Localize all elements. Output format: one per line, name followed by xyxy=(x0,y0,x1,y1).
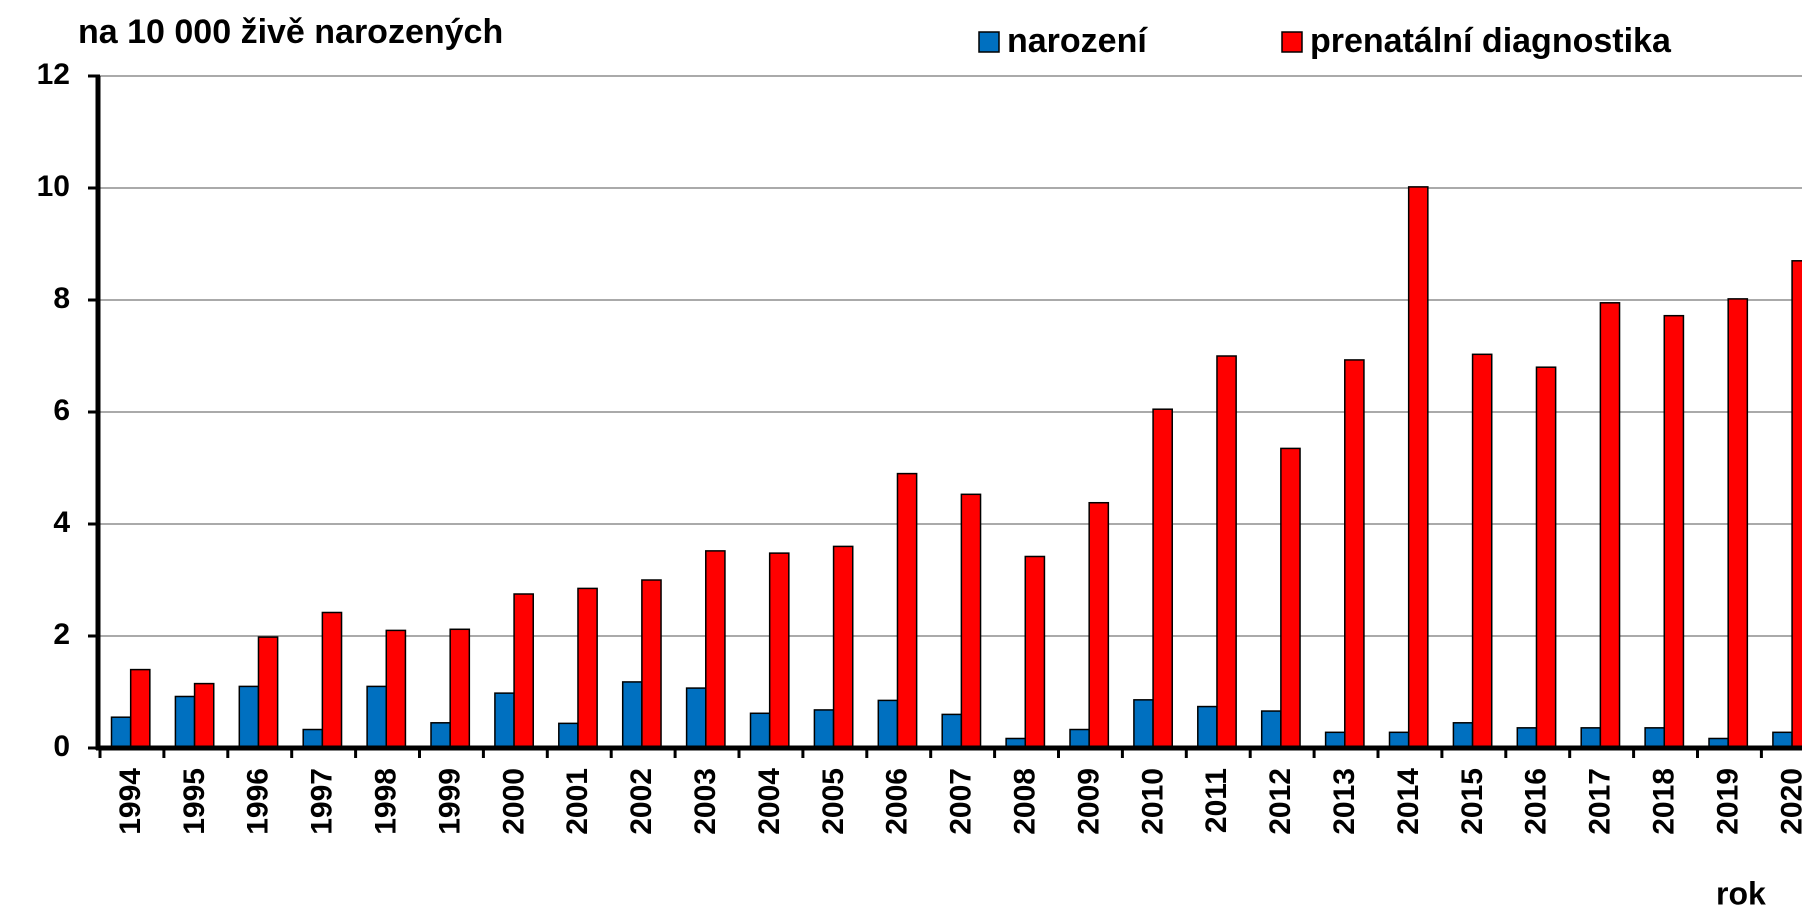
bar xyxy=(193,682,215,749)
x-tick-label: 2005 xyxy=(817,768,850,835)
x-tick-label: 1999 xyxy=(433,768,466,835)
y-tick-label: 12 xyxy=(37,58,70,91)
x-tick-label: 2018 xyxy=(1647,768,1680,835)
x-tick-label: 2014 xyxy=(1392,768,1425,835)
x-tick-label: 2003 xyxy=(689,768,722,835)
legend-swatch xyxy=(978,31,1000,53)
bar xyxy=(1197,705,1218,749)
y-tick-label: 10 xyxy=(37,170,70,203)
bar xyxy=(449,628,471,749)
x-tick-label: 2002 xyxy=(625,768,658,835)
bar xyxy=(941,713,963,749)
bar xyxy=(832,545,854,749)
bar xyxy=(641,579,662,749)
y-tick-label: 8 xyxy=(53,282,70,315)
x-tick-label: 2009 xyxy=(1072,768,1105,835)
bar xyxy=(1133,699,1154,749)
bar xyxy=(685,687,707,749)
x-tick-label: 2016 xyxy=(1520,768,1553,835)
x-tick-label: 1997 xyxy=(306,768,339,835)
bar xyxy=(257,636,279,749)
bar xyxy=(366,685,388,749)
bar xyxy=(1599,302,1621,749)
y-tick-label: 6 xyxy=(53,394,70,427)
bar xyxy=(577,587,598,749)
bar xyxy=(1663,314,1685,749)
bar xyxy=(174,695,196,749)
x-tick-label: 2010 xyxy=(1136,768,1169,835)
x-axis-label: rok xyxy=(1716,875,1766,911)
bar xyxy=(1344,359,1365,749)
bar xyxy=(430,722,451,749)
bar xyxy=(238,685,260,749)
bar xyxy=(302,728,324,749)
x-tick-label: 2015 xyxy=(1456,768,1489,835)
bar xyxy=(1452,722,1474,749)
x-tick-label: 2011 xyxy=(1200,768,1233,833)
legend-swatch xyxy=(1281,31,1303,53)
bar xyxy=(877,699,899,749)
bar xyxy=(129,668,151,749)
bar xyxy=(1516,727,1538,749)
bar xyxy=(1407,186,1429,749)
bar xyxy=(1024,555,1046,749)
x-tick-label: 2013 xyxy=(1328,768,1361,835)
bar xyxy=(321,611,343,749)
bar xyxy=(494,692,515,749)
bar xyxy=(110,716,132,749)
x-tick-label: 2008 xyxy=(1008,768,1041,835)
x-tick-label: 2004 xyxy=(753,768,786,835)
y-axis-label: na 10 000 živě narozených xyxy=(78,13,503,51)
x-tick-label: 1998 xyxy=(369,768,402,835)
x-tick-label: 2019 xyxy=(1711,768,1744,835)
bar xyxy=(621,681,643,749)
bar xyxy=(1152,408,1173,749)
bar xyxy=(1280,447,1301,749)
bar xyxy=(385,629,407,749)
bar xyxy=(558,722,579,749)
bar xyxy=(749,712,771,749)
x-tick-label: 2006 xyxy=(881,768,914,835)
x-tick-label: 1995 xyxy=(178,768,211,835)
bar xyxy=(1644,727,1666,749)
x-tick-label: 2017 xyxy=(1584,768,1617,835)
x-tick-label: 2020 xyxy=(1775,768,1802,835)
y-tick-label: 2 xyxy=(53,618,70,651)
bar xyxy=(513,593,534,749)
bar xyxy=(813,709,835,749)
x-tick-label: 2012 xyxy=(1264,768,1297,835)
x-tick-label: 1994 xyxy=(114,768,147,835)
legend-label: prenatální diagnostika xyxy=(1310,22,1672,60)
y-tick-label: 4 xyxy=(53,506,70,539)
y-tick-label: 0 xyxy=(53,730,70,763)
bar xyxy=(705,550,726,749)
bar xyxy=(1791,260,1802,749)
bar xyxy=(896,472,918,749)
bar xyxy=(1471,353,1493,749)
x-tick-label: 1996 xyxy=(242,768,275,835)
x-tick-label: 2001 xyxy=(561,768,594,835)
bar xyxy=(1088,501,1110,749)
bar xyxy=(1535,366,1557,749)
bar xyxy=(1727,298,1749,749)
legend-label: narození xyxy=(1007,22,1148,60)
bar xyxy=(1069,728,1090,749)
bar xyxy=(1216,355,1237,749)
x-tick-label: 2007 xyxy=(945,768,978,835)
bar xyxy=(1260,710,1282,749)
bar xyxy=(960,493,982,749)
bar xyxy=(1580,727,1602,749)
x-tick-label: 2000 xyxy=(497,768,530,835)
bar xyxy=(768,552,790,749)
